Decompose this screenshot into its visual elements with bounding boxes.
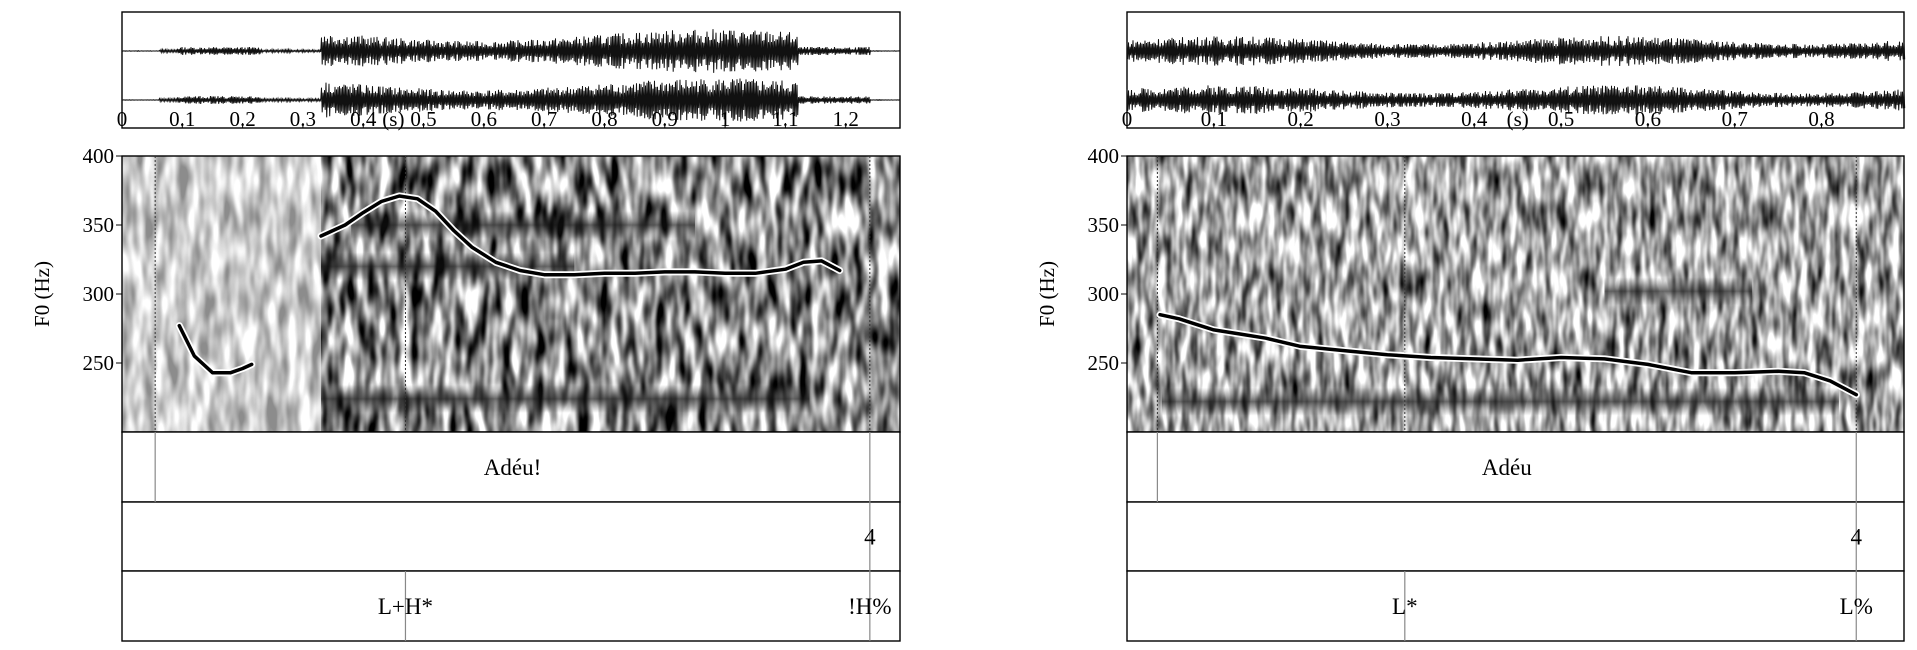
x-tick-label: 0.6 (471, 107, 497, 131)
x-tick-label: 0.3 (1374, 107, 1400, 131)
tier-2 (1126, 501, 1905, 572)
harmonic-band (1161, 387, 1839, 416)
f0-contour-1 (177, 323, 254, 375)
tier-label: L* (1392, 594, 1418, 619)
tier-label: 4 (1851, 525, 1863, 550)
y-tick-label: 300 (83, 282, 115, 306)
x-tick-label: 0.2 (229, 107, 255, 131)
x-tick-label: 1 (720, 107, 731, 131)
x-tick-label: 0.4 (350, 107, 377, 131)
harmonic-band (351, 211, 695, 239)
tier-label: Adéu (1482, 455, 1532, 480)
x-tick-label: 0.5 (410, 107, 436, 131)
x-tick-label: 1.2 (833, 107, 859, 131)
y-tick-label: 250 (83, 351, 115, 375)
x-tick-label: 0.4 (1461, 107, 1488, 131)
x-tick-label: 1.1 (772, 107, 798, 131)
panel-1: 0 0.1 0.2 0.3 0.4 0.5 0.6 0.7 0.8 0.9 1 1.1 1.2 (s) 40… (30, 11, 901, 642)
y-tick-label: 350 (1088, 213, 1120, 237)
spectrogram-texture (1127, 156, 1904, 432)
spectrogram-pause-shade (122, 156, 322, 432)
waveform-channel-2 (1126, 85, 1906, 115)
panel-2: 0 0.1 0.2 0.3 0.4 0.5 0.6 0.7 0.8 (s) 400 350 300 250… (1035, 11, 1906, 642)
x-tick-label: 0.6 (1635, 107, 1661, 131)
x-tick-label: 0.2 (1288, 107, 1314, 131)
x-tick-label: 0.1 (1201, 107, 1227, 131)
x-tick-label: 0.8 (591, 107, 617, 131)
tier-1 (1126, 431, 1905, 503)
f0-contour-2 (319, 194, 842, 277)
y-tick-label: 350 (83, 213, 115, 237)
tier-2 (121, 501, 901, 572)
x-tick-label: 0.8 (1808, 107, 1834, 131)
tier-3 (1126, 570, 1905, 642)
x-axis-unit: (s) (1507, 107, 1529, 131)
x-tick-label: 0.3 (290, 107, 316, 131)
harmonic-band (321, 384, 810, 413)
x-axis-unit: (s) (382, 107, 404, 131)
y-tick-label: 250 (1088, 351, 1120, 375)
y-tick-label: 400 (83, 144, 115, 168)
x-tick-label: 0 (1122, 107, 1133, 131)
waveform-channel-1 (1126, 35, 1906, 67)
harmonic-band (1604, 277, 1753, 306)
waveform-channel-2 (121, 78, 900, 122)
tier-3 (121, 570, 901, 642)
x-tick-label: 0.7 (1722, 107, 1748, 131)
y-axis-label: F0 (Hz) (1035, 261, 1059, 327)
tier-label: !H% (848, 594, 891, 619)
waveform-channel-1 (121, 29, 901, 73)
y-tick-label: 300 (1088, 282, 1120, 306)
x-tick-label: 0.7 (531, 107, 557, 131)
x-tick-label: 0 (117, 107, 128, 131)
x-tick-label: 0.9 (652, 107, 678, 131)
f0-contour-1 (1158, 312, 1859, 397)
tier-label: 4 (864, 525, 876, 550)
x-tick-label: 0.5 (1548, 107, 1574, 131)
tier-label: Adéu! (484, 455, 541, 480)
x-tick-label: 0.1 (169, 107, 195, 131)
y-tick-label: 400 (1088, 144, 1120, 168)
y-axis-label: F0 (Hz) (30, 261, 54, 327)
tier-label: L+H* (378, 594, 433, 619)
tier-label: L% (1840, 594, 1873, 619)
